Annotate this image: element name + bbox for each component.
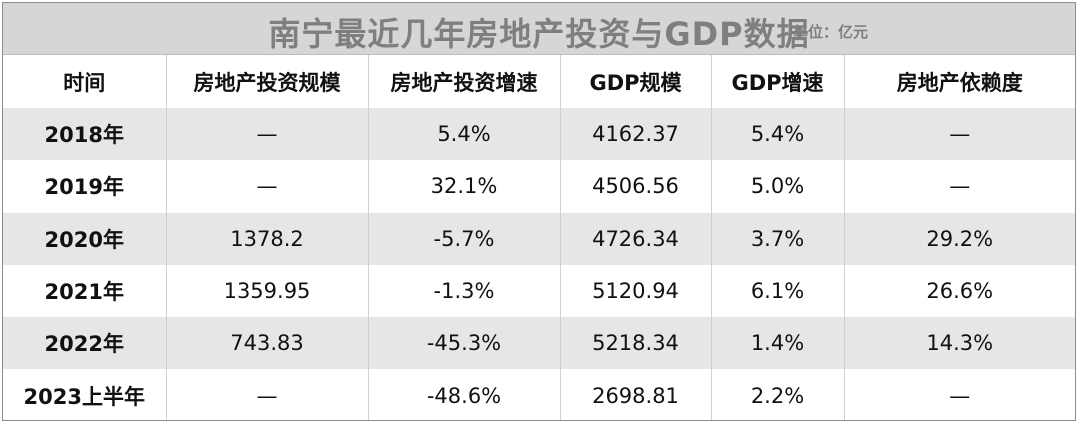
cell-invest-growth: -5.7% xyxy=(368,212,561,265)
cell-year: 2020年 xyxy=(3,212,167,265)
title-bar: 南宁最近几年房地产投资与GDP数据 单位：亿元 xyxy=(3,3,1075,55)
header-row: 时间 房地产投资规模 房地产投资增速 GDP规模 GDP增速 房地产依赖度 xyxy=(3,55,1075,108)
table-row: 2021年 1359.95 -1.3% 5120.94 6.1% 26.6% xyxy=(3,264,1075,318)
cell-gdp-growth: 1.4% xyxy=(711,317,845,370)
cell-gdp: 2698.81 xyxy=(560,369,712,420)
cell-gdp-growth: 6.1% xyxy=(711,264,845,318)
cell-dependency: — xyxy=(844,369,1075,420)
cell-gdp-growth: 5.4% xyxy=(711,108,845,161)
cell-invest: 743.83 xyxy=(166,317,369,370)
cell-dependency: 26.6% xyxy=(844,264,1075,318)
cell-invest-growth: -45.3% xyxy=(368,317,561,370)
cell-gdp-growth: 2.2% xyxy=(711,369,845,420)
table-row: 2022年 743.83 -45.3% 5218.34 1.4% 14.3% xyxy=(3,317,1075,370)
header-invest-growth: 房地产投资增速 xyxy=(368,55,561,108)
cell-year: 2023上半年 xyxy=(3,369,167,420)
cell-year: 2018年 xyxy=(3,108,167,161)
cell-gdp: 5218.34 xyxy=(560,317,712,370)
cell-dependency: 14.3% xyxy=(844,317,1075,370)
header-gdp-growth: GDP增速 xyxy=(711,55,845,108)
cell-gdp: 4506.56 xyxy=(560,160,712,213)
header-time: 时间 xyxy=(3,55,167,108)
cell-invest: — xyxy=(166,369,369,420)
table-title: 南宁最近几年房地产投资与GDP数据 xyxy=(268,15,810,53)
cell-dependency: — xyxy=(844,108,1075,161)
cell-dependency: — xyxy=(844,160,1075,213)
cell-year: 2021年 xyxy=(3,264,167,318)
cell-year: 2019年 xyxy=(3,160,167,213)
table-row: 2020年 1378.2 -5.7% 4726.34 3.7% 29.2% xyxy=(3,212,1075,265)
table-row: 2023上半年 — -48.6% 2698.81 2.2% — xyxy=(3,369,1075,420)
cell-invest: — xyxy=(166,160,369,213)
cell-invest-growth: -48.6% xyxy=(368,369,561,420)
cell-invest: — xyxy=(166,108,369,161)
unit-label: 单位：亿元 xyxy=(793,23,869,41)
cell-gdp: 4726.34 xyxy=(560,212,712,265)
cell-invest: 1359.95 xyxy=(166,264,369,318)
cell-invest-growth: 32.1% xyxy=(368,160,561,213)
header-gdp: GDP规模 xyxy=(560,55,712,108)
cell-dependency: 29.2% xyxy=(844,212,1075,265)
cell-year: 2022年 xyxy=(3,317,167,370)
cell-gdp-growth: 3.7% xyxy=(711,212,845,265)
cell-invest-growth: -1.3% xyxy=(368,264,561,318)
cell-invest-growth: 5.4% xyxy=(368,108,561,161)
header-dependency: 房地产依赖度 xyxy=(844,55,1075,108)
cell-invest: 1378.2 xyxy=(166,212,369,265)
data-table: 时间 房地产投资规模 房地产投资增速 GDP规模 GDP增速 房地产依赖度 20… xyxy=(3,55,1075,420)
cell-gdp: 5120.94 xyxy=(560,264,712,318)
header-invest: 房地产投资规模 xyxy=(166,55,369,108)
cell-gdp: 4162.37 xyxy=(560,108,712,161)
table-row: 2019年 — 32.1% 4506.56 5.0% — xyxy=(3,160,1075,213)
table-row: 2018年 — 5.4% 4162.37 5.4% — xyxy=(3,108,1075,161)
cell-gdp-growth: 5.0% xyxy=(711,160,845,213)
